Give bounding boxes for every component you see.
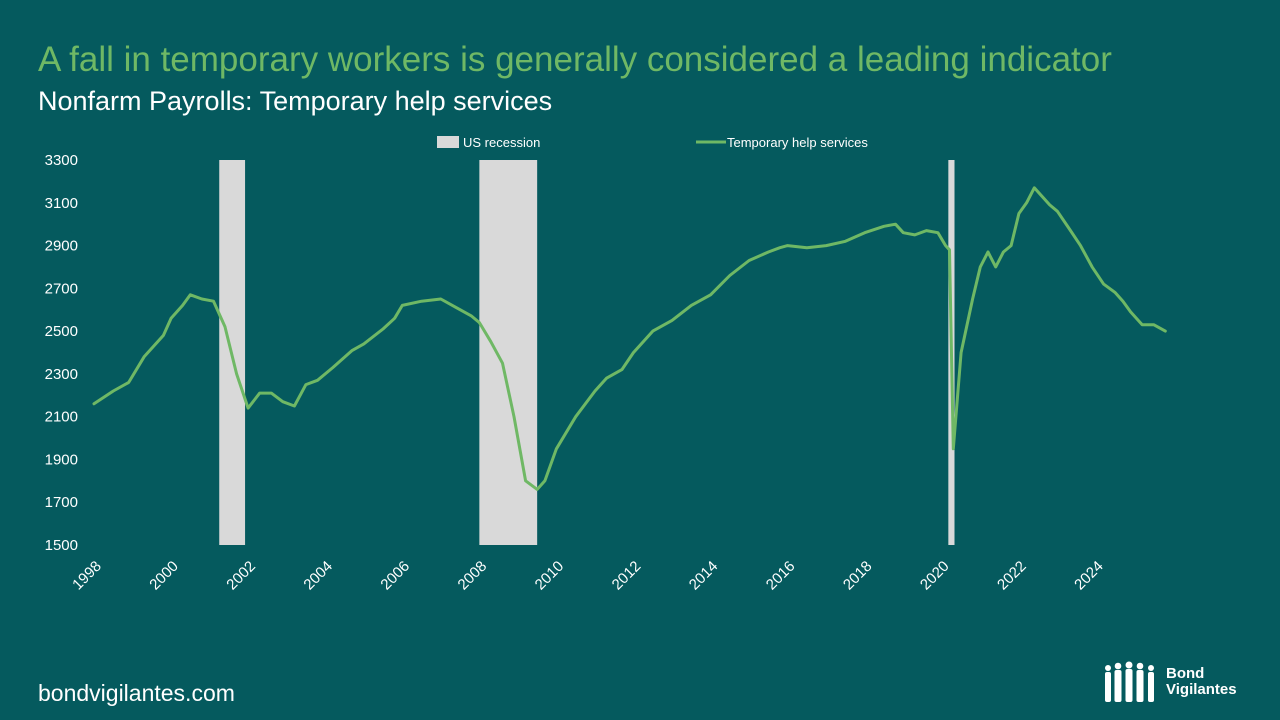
bond-vigilantes-logo: Bond Vigilantes <box>1100 660 1237 704</box>
x-tick-label-2010: 2010 <box>532 558 568 594</box>
y-tick-label-1900: 1900 <box>45 451 78 468</box>
x-tick-label-2016: 2016 <box>763 558 799 594</box>
logo-text: Bond Vigilantes <box>1166 666 1237 698</box>
x-tick-label-2000: 2000 <box>146 558 182 594</box>
line-chart: US recession Temporary help services 1500… <box>45 135 1167 594</box>
x-tick-label-2002: 2002 <box>223 558 259 594</box>
y-axis: 1500 1700 1900 2100 2300 2500 2700 2900 3100 3300 <box>45 152 78 554</box>
chart-subtitle: Nonfarm Payrolls: Temporary help service… <box>38 86 553 116</box>
legend-label-recession: US recession <box>463 135 540 150</box>
x-tick-label-2004: 2004 <box>300 558 336 594</box>
chart-title: A fall in temporary workers is generally… <box>38 40 1112 79</box>
x-axis: 1998 2000 2002 2004 2006 2008 2010 2012 2014 2016… <box>69 558 1107 594</box>
x-tick-label-2012: 2012 <box>609 558 645 594</box>
x-tick-label-2014: 2014 <box>686 558 722 594</box>
legend-swatch-recession <box>437 136 459 148</box>
x-tick-label-2006: 2006 <box>377 558 413 594</box>
x-tick-label-1998: 1998 <box>69 558 105 594</box>
y-tick-label-2700: 2700 <box>45 280 78 297</box>
y-tick-label-2100: 2100 <box>45 409 78 426</box>
x-tick-label-2022: 2022 <box>994 558 1030 594</box>
people-group-icon <box>1105 661 1154 702</box>
recession-band-2 <box>479 160 538 545</box>
logo-text-line2: Vigilantes <box>1166 681 1237 698</box>
footer-url[interactable]: bondvigilantes.com <box>38 680 235 706</box>
x-tick-label-2020: 2020 <box>917 558 953 594</box>
recession-bands <box>219 160 955 545</box>
chart-legend: US recession Temporary help services <box>437 135 868 150</box>
legend-label-series: Temporary help services <box>727 135 868 150</box>
y-tick-label-3300: 3300 <box>45 152 78 169</box>
y-tick-label-2500: 2500 <box>45 323 78 340</box>
logo-text-line1: Bond <box>1166 665 1205 682</box>
x-tick-label-2024: 2024 <box>1071 558 1107 594</box>
series-layer <box>92 186 1167 491</box>
series-line-1 <box>92 186 1167 491</box>
x-tick-label-2008: 2008 <box>455 558 491 594</box>
y-tick-label-3100: 3100 <box>45 195 78 212</box>
y-tick-label-2300: 2300 <box>45 366 78 383</box>
y-tick-label-1700: 1700 <box>45 494 78 511</box>
y-tick-label-2900: 2900 <box>45 238 78 255</box>
x-tick-label-2018: 2018 <box>840 558 876 594</box>
y-tick-label-1500: 1500 <box>45 537 78 554</box>
